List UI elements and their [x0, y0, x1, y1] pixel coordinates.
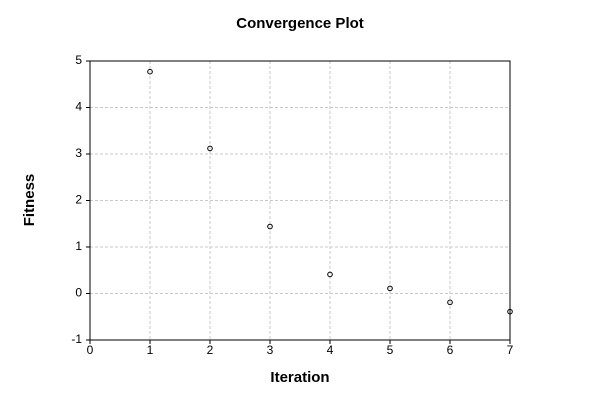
- x-tick-label: 6: [447, 343, 454, 357]
- data-point: [267, 223, 273, 230]
- x-tick-label: 3: [267, 343, 274, 357]
- data-point: [387, 285, 393, 292]
- data-point: [507, 308, 513, 315]
- x-tick-label: 4: [327, 343, 334, 357]
- y-tick-label: 3: [75, 146, 82, 160]
- y-tick-label: -1: [71, 332, 82, 346]
- plot-frame: [89, 60, 511, 341]
- data-point: [327, 271, 333, 278]
- x-tick-label: 5: [387, 343, 394, 357]
- y-tick-label: 2: [75, 193, 82, 207]
- data-point: [147, 68, 153, 75]
- x-tick-label: 1: [147, 343, 154, 357]
- y-axis-label: Fitness: [21, 174, 38, 227]
- y-tick-label: 4: [75, 100, 82, 114]
- data-point: [447, 299, 453, 306]
- x-tick-label: 2: [207, 343, 214, 357]
- x-axis-label: Iteration: [270, 369, 329, 386]
- y-tick-label: 5: [75, 53, 82, 67]
- x-tick-label: 0: [87, 343, 94, 357]
- y-tick-label: 0: [75, 286, 82, 300]
- data-point: [207, 145, 213, 152]
- y-tick-label: 1: [75, 239, 82, 253]
- chart-title: Convergence Plot: [236, 15, 364, 32]
- x-tick-label: 7: [507, 343, 514, 357]
